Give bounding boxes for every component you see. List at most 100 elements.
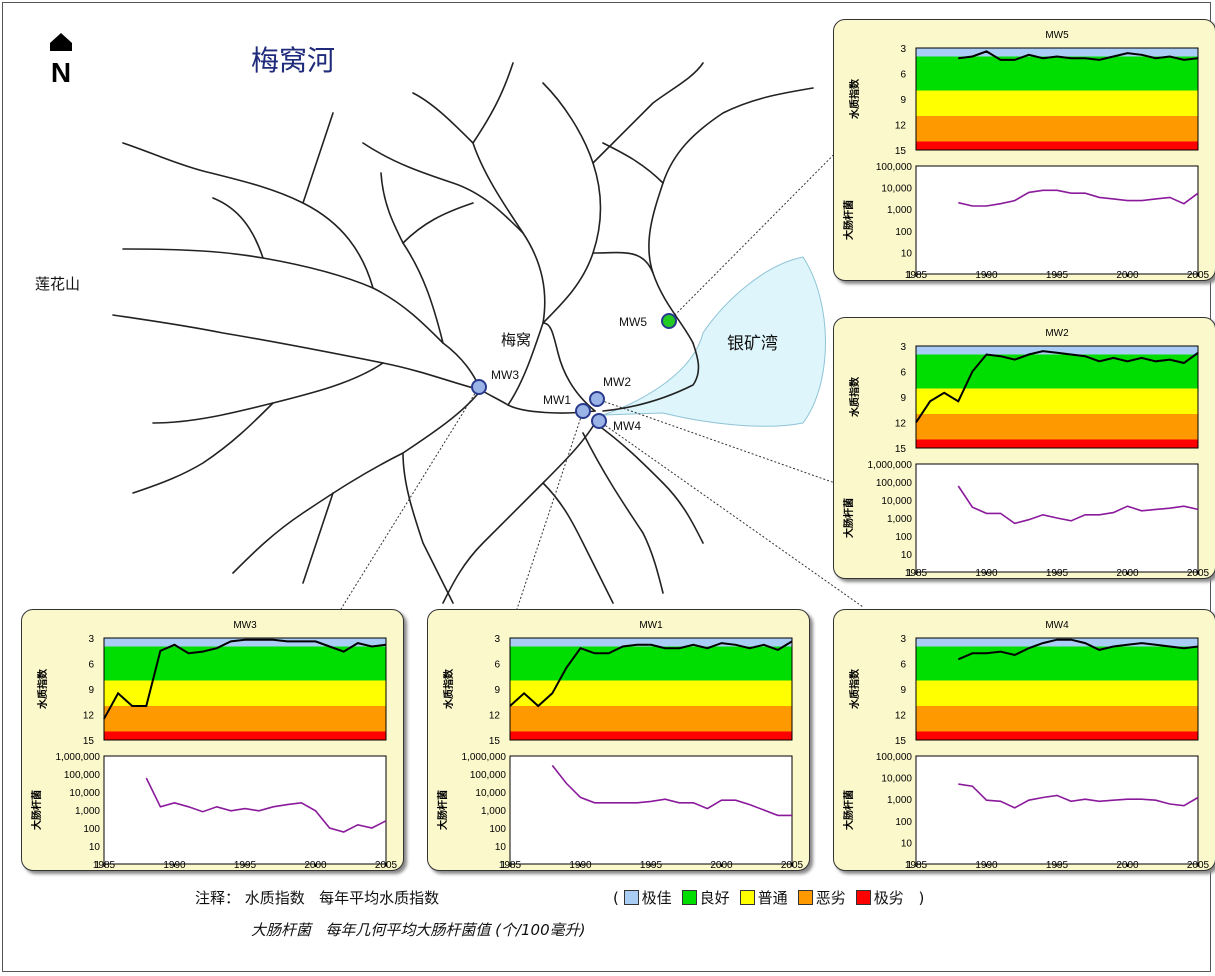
ecoli-tick-label: 1 [906, 270, 912, 280]
notes-line-ecoli: 大肠杆菌 每年几何平均大肠杆菌值 (个/100毫升) [251, 919, 586, 940]
north-arrow-icon [50, 33, 72, 43]
ecoli-tick-label: 10 [901, 838, 913, 849]
station-marker-mw3[interactable] [471, 379, 487, 395]
chart-panel-mw1: MW1 3 6 9 12 15 水质指数 1 10 100 1,000 10,000 100,000 1,… [427, 609, 810, 871]
legend-swatch [623, 890, 639, 905]
x-tick-label: 1990 [975, 860, 998, 870]
north-label: N [50, 57, 72, 88]
wqi-series-line [957, 638, 1199, 661]
x-tick-label: 2000 [1116, 860, 1139, 870]
x-tick-label: 1990 [163, 860, 186, 870]
notes-line-wqi: 注释： 水质指数 每年平均水质指数 [195, 887, 439, 908]
x-tick-label: 2000 [710, 860, 733, 870]
ecoli-tick-label: 1,000 [75, 806, 100, 817]
x-tick-label: 2005 [1187, 568, 1210, 578]
x-tick-label: 1985 [499, 860, 522, 870]
ecoli-plot-frame [103, 755, 387, 865]
ecoli-axis-label: 大肠杆菌 [842, 498, 855, 538]
ecoli-tick-label: 1 [906, 568, 912, 578]
wqi-band [916, 731, 1198, 740]
chart-mw5: MW5 3 6 9 12 15 水质指数 1 10 100 1,000 10,000 100,000 大肠… [842, 30, 1210, 280]
wqi-band [916, 141, 1198, 150]
ecoli-plot-frame [915, 755, 1199, 865]
legend-item: 良好 [681, 889, 730, 907]
wqi-tick-label: 12 [895, 711, 907, 722]
wqi-tick-label: 15 [895, 736, 907, 747]
wqi-tick-label: 15 [895, 444, 907, 455]
place-label-silvermine-bay: 银矿湾 [727, 334, 778, 354]
wqi-band [916, 116, 1198, 142]
ecoli-tick-label: 100,000 [876, 478, 913, 489]
ecoli-tick-label: 100,000 [876, 752, 913, 763]
ecoli-series-line [145, 777, 387, 833]
ecoli-tick-label: 100 [489, 824, 506, 835]
x-tick-label: 2000 [1116, 568, 1139, 578]
ecoli-tick-label: 10,000 [881, 184, 912, 195]
chart-mw1: MW1 3 6 9 12 15 水质指数 1 10 100 1,000 10,000 100,000 1,… [436, 620, 804, 870]
legend-item: 极劣 [855, 889, 904, 907]
legend-swatch [855, 890, 871, 905]
wqi-band [510, 731, 792, 740]
chart-mw4: MW4 3 6 9 12 15 水质指数 1 10 100 1,000 10,000 100,000 大肠… [842, 620, 1210, 870]
ecoli-tick-label: 100 [83, 824, 100, 835]
notes-prefix: 注释： [195, 889, 241, 907]
x-tick-label: 2000 [1116, 270, 1139, 280]
ecoli-tick-label: 1 [500, 860, 506, 870]
wqi-band [916, 439, 1198, 448]
wqi-band [916, 346, 1198, 355]
x-tick-label: 1995 [1046, 270, 1069, 280]
wqi-series-line [509, 640, 793, 708]
wqi-series-line [915, 350, 1199, 424]
wqi-band [916, 414, 1198, 440]
wqi-tick-label: 9 [900, 393, 906, 404]
x-tick-label: 1985 [905, 270, 928, 280]
wqi-band [104, 646, 386, 681]
wqi-band [916, 646, 1198, 681]
ecoli-tick-label: 1,000 [481, 806, 506, 817]
wqi-plot-frame [509, 637, 793, 741]
wqi-tick-label: 12 [895, 419, 907, 430]
wqi-tick-label: 3 [88, 634, 94, 645]
station-marker-mw5[interactable] [661, 313, 677, 329]
wqi-tick-label: 15 [895, 146, 907, 157]
station-marker-mw1[interactable] [575, 403, 591, 419]
map-title: 梅窝河 [251, 44, 336, 77]
wqi-series-line [103, 638, 387, 720]
wqi-tick-label: 3 [900, 44, 906, 55]
legend-swatch [797, 890, 813, 905]
legend-item: 恶劣 [797, 889, 846, 907]
wqi-tick-label: 6 [88, 660, 94, 671]
wqi-band [916, 48, 1198, 57]
x-tick-label: 2005 [1187, 270, 1210, 280]
station-label-mw1: MW1 [543, 393, 571, 407]
wqi-tick-label: 9 [88, 685, 94, 696]
silvermine-bay-water [602, 256, 826, 427]
chart-title: MW2 [1045, 328, 1069, 339]
ecoli-tick-label: 10 [495, 842, 507, 853]
wqi-plot-frame [915, 47, 1199, 151]
x-tick-label: 1990 [569, 860, 592, 870]
ecoli-series-line [958, 783, 1199, 809]
legend-label: 恶劣 [815, 889, 846, 907]
ecoli-tick-label: 1 [906, 860, 912, 870]
legend-open: ( [613, 889, 619, 907]
ecoli-plot-frame [915, 165, 1199, 275]
notes-wqi-term: 水质指数 [244, 889, 305, 907]
wqi-band [510, 646, 792, 681]
wqi-tick-label: 3 [900, 634, 906, 645]
station-marker-mw2[interactable] [589, 391, 605, 407]
legend-swatch [681, 890, 697, 905]
legend-label: 极劣 [873, 889, 904, 907]
legend-label: 普通 [757, 889, 788, 907]
chart-title: MW5 [1045, 30, 1069, 41]
notes-ecoli-term: 大肠杆菌 [251, 921, 312, 939]
wqi-band [510, 706, 792, 732]
wqi-band [916, 90, 1198, 116]
wqi-legend: ( 极佳 良好 普通 恶劣 极劣 ) [613, 887, 924, 908]
wqi-axis-label: 水质指数 [36, 668, 49, 710]
x-tick-label: 1995 [640, 860, 663, 870]
wqi-tick-label: 3 [900, 342, 906, 353]
chart-title: MW1 [639, 620, 663, 631]
wqi-band [916, 638, 1198, 647]
station-marker-mw4[interactable] [591, 413, 607, 429]
